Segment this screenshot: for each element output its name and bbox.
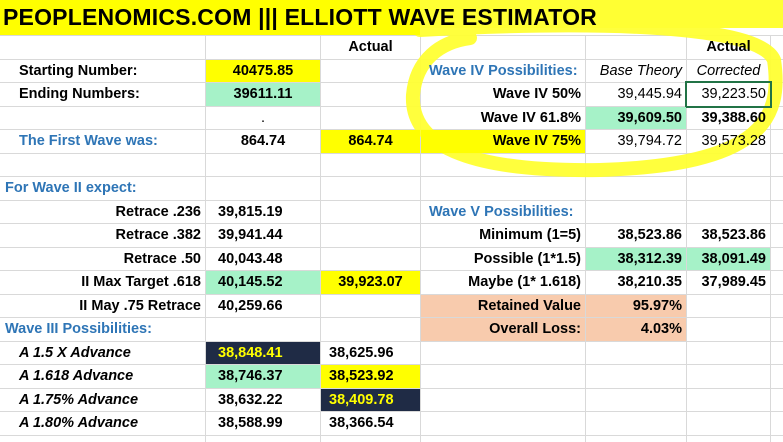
row-label: Wave IV 50% [492,86,581,103]
cell-value: 864.74 [321,130,420,153]
grid-row-line [0,176,783,177]
row-label: Possible (1*1.5) [473,250,581,267]
grid-row-line [0,340,783,342]
cell-value: 38,523.86 [701,227,766,244]
row-label: II May .75 Retrace [79,297,201,314]
cell-value: 39,223.50 [685,81,772,108]
cell-value: 38,210.35 [617,274,682,291]
input-value: 39611.11 [206,83,320,106]
cell-value: 38,746.37 [206,365,320,388]
grid-col-line [420,35,421,442]
cell-value: 38,091.49 [687,247,770,270]
grid-row-line [0,152,783,154]
cell-value: 37,989.45 [701,274,766,291]
cell-value: 864.74 [240,133,286,150]
cell-value: 95.97% [586,294,686,317]
section-heading: For Wave II expect: [5,180,137,197]
grid-row-line [0,317,783,318]
grid-row-line [0,199,783,201]
cell-value: 40,145.52 [206,271,320,294]
row-label: Retained Value [421,294,585,317]
cell-value: 40,259.66 [218,297,283,314]
cell-value: 38,848.41 [206,341,320,364]
row-label: Minimum (1=5) [479,227,581,244]
cell-value: 40,043.48 [218,250,283,267]
row-label: Wave IV 75% [421,130,585,153]
grid-row-line [0,129,783,130]
column-header: Actual [706,39,751,56]
row-label: Overall Loss: [421,318,585,341]
cell-value: 39,794.72 [617,133,682,150]
cell-value: 38,625.96 [329,344,394,361]
row-label: Retrace .382 [115,227,201,244]
section-heading: Wave III Possibilities: [5,321,152,338]
column-header: Actual [348,39,393,56]
grid-row-line [0,246,783,248]
grid-row-line [0,105,783,107]
row-label: II Max Target .618 [81,274,201,291]
cell-value: 39,815.19 [218,203,283,220]
grid-row-line [0,434,783,436]
grid-row-line [0,293,783,295]
section-heading: Wave V Possibilities: [429,203,574,220]
grid-row-line [0,223,783,224]
grid-row-line [0,270,783,271]
input-value: 40475.85 [206,59,320,82]
row-label: Starting Number: [19,62,138,79]
row-label: Ending Numbers: [19,86,140,103]
cell-value: 39,573.28 [701,133,766,150]
cell-value: 39,388.60 [701,109,766,126]
cell-value: 39,445.94 [617,86,682,103]
cell-value: 39,941.44 [218,227,283,244]
grid-col-line [585,35,586,442]
row-label: The First Wave was: [19,133,158,150]
section-heading: Wave IV Possibilities: [429,62,578,79]
cell-value: 38,523.92 [321,365,420,388]
row-label: A 1.5 X Advance [19,344,131,361]
row-label: Retrace .236 [115,203,201,220]
cell-value: 39,923.07 [321,271,420,294]
grid-row-line [0,411,783,412]
row-label: A 1.618 Advance [19,368,134,385]
cell-text: . [260,109,266,126]
grid-row-line [0,82,783,83]
row-label: Retrace .50 [123,250,201,267]
row-label: A 1.80% Advance [19,415,139,432]
grid-col-line [770,35,771,442]
cell-value: 39,609.50 [586,106,686,129]
cell-value: 38,366.54 [329,415,394,432]
cell-value: 38,312.39 [586,247,686,270]
grid-row-line [0,35,783,36]
row-label: A 1.75% Advance [19,391,139,408]
cell-value: 4.03% [586,318,686,341]
grid-col-line [320,35,321,442]
cell-value: 38,588.99 [218,415,283,432]
grid-col-line [205,35,206,442]
row-label: Wave IV 61.8% [480,109,581,126]
sheet-title: PEOPLENOMICS.COM ||| ELLIOTT WAVE ESTIMA… [0,0,597,35]
grid-col-line [686,35,687,442]
column-header: Base Theory [599,62,682,79]
grid-row-line [0,58,783,60]
column-header: Corrected [696,62,761,79]
cell-value: 38,632.22 [218,391,283,408]
cell-value: 38,523.86 [617,227,682,244]
cell-value: 38,409.78 [321,388,420,411]
grid-row-line [0,364,783,365]
row-label: Maybe (1* 1.618) [468,274,581,291]
grid-row-line [0,387,783,389]
